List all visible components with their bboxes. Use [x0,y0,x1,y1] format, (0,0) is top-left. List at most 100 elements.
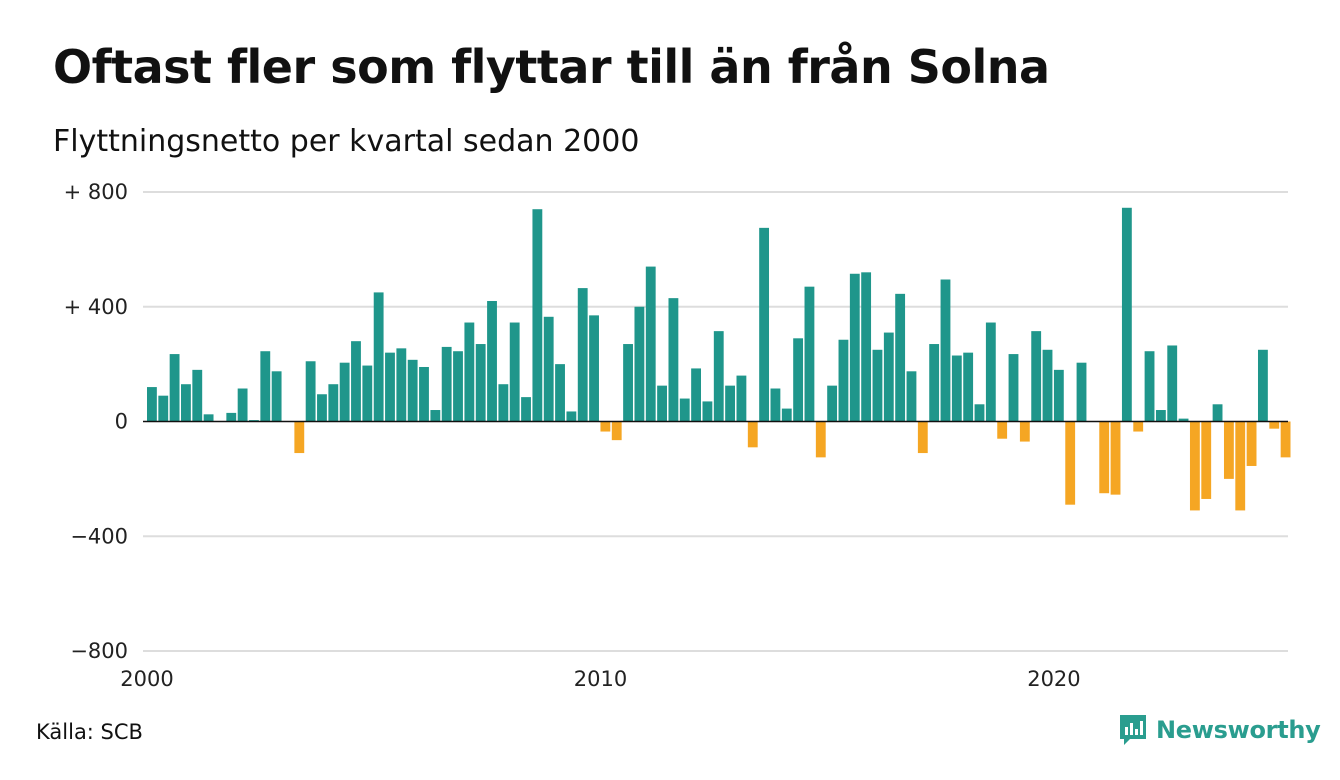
bar [781,408,792,422]
bar [532,209,543,422]
brand-logo[interactable]: Newsworthy [1118,713,1321,747]
bar [260,351,271,422]
bar [623,344,633,422]
bar [634,306,645,422]
bar [203,414,214,422]
bar [419,366,429,422]
bar [929,344,940,422]
bar [271,371,282,422]
bar [192,369,203,422]
bar [362,365,373,422]
bar [181,384,191,422]
bar [997,421,1008,439]
bar [566,411,577,422]
bar [940,279,951,422]
bar [1144,351,1155,422]
bar [1008,354,1019,422]
bar [770,388,781,422]
bar [1246,421,1257,466]
x-tick-label: 2020 [1027,667,1080,691]
bar [679,398,690,422]
y-tick-label: + 800 [64,180,128,204]
bar [1178,418,1189,422]
y-tick-label: 0 [115,410,128,434]
bar [702,401,713,422]
bar [1167,345,1178,422]
bar [1121,207,1132,422]
bar [475,344,486,422]
bar [543,316,554,422]
source-note: Källa: SCB [36,720,143,744]
bar [464,322,475,422]
bar [895,293,906,422]
bar [963,352,974,422]
bar [385,352,395,422]
bar [951,355,962,422]
bar [1223,421,1234,479]
bar [1099,421,1110,494]
bar [906,371,917,422]
bar [917,421,928,454]
bar [1065,421,1076,505]
bar [736,375,747,422]
y-tick-label: −800 [70,639,128,663]
bar [441,346,452,422]
x-tick-label: 2010 [574,667,627,691]
bar [713,331,724,422]
bar [1031,331,1042,422]
bar [577,288,588,422]
bars-layer [147,207,1291,511]
bar [872,349,883,422]
bar [668,298,679,422]
bar [849,273,860,422]
y-tick-label: + 400 [64,295,128,319]
bar [657,385,667,422]
bar [725,385,736,422]
axis-layer: + 800 + 400 0 −400 −800 2000 2010 2020 [64,180,1288,691]
bar [974,404,985,422]
x-tick-label: 2000 [120,667,173,691]
y-tick-label: −400 [70,524,128,548]
bar [793,338,804,422]
bar [1189,421,1200,511]
bar [1053,369,1064,422]
bar [407,359,418,422]
bar [430,410,441,422]
bar [838,339,849,422]
bar [487,301,497,422]
bar [521,397,531,422]
bar [1212,404,1223,422]
bar [328,384,339,422]
grid-layer [143,191,1288,652]
bar [1110,421,1121,495]
bar [1155,410,1166,422]
bar [985,322,996,422]
bar [509,322,520,422]
bar [1269,421,1280,429]
bar [237,388,248,422]
bar [1133,421,1144,432]
bar [1280,421,1291,458]
bar [351,341,361,422]
bar [1076,362,1087,422]
bar [611,421,622,441]
bar [827,385,838,422]
bar [645,266,656,422]
chart-subtitle: Flyttningsnetto per kvartal sedan 2000 [53,124,640,159]
bar [1019,421,1030,442]
bar [396,348,407,422]
bar [1257,349,1268,422]
bar [804,286,815,422]
bar [759,227,770,422]
bar [589,315,599,422]
bar [1201,421,1212,499]
bar [747,421,758,448]
brand-name: Newsworthy [1156,716,1321,744]
bar [294,421,305,454]
bar [600,421,611,432]
bar [498,384,509,422]
bar [883,332,894,422]
bar [691,368,701,422]
bar [1235,421,1246,511]
bar [169,354,180,422]
